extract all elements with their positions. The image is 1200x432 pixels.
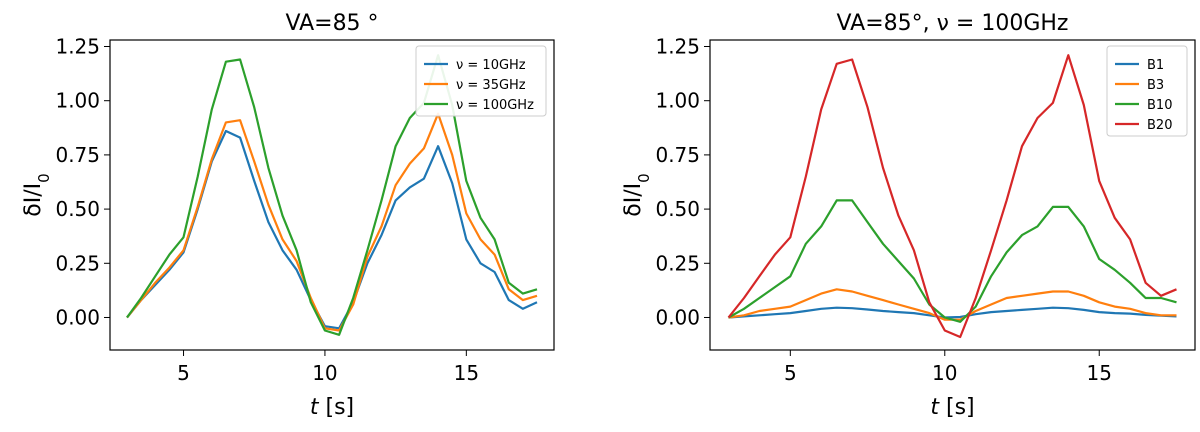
legend-box: [415, 45, 547, 117]
y-axis-label-subscript: 0: [35, 173, 53, 183]
y-tick-label: 0.50: [655, 197, 700, 221]
chart-title: VA=85°, ν = 100GHz: [837, 11, 1069, 36]
y-axis-label-main: δI/I: [21, 183, 46, 217]
x-tick-label: 15: [1087, 361, 1112, 385]
x-tick-label: 10: [312, 361, 337, 385]
legend-label: B20: [1147, 118, 1172, 133]
plot-frame: [109, 39, 555, 351]
legend-label: ν = 35GHz: [456, 78, 526, 93]
legend-label: B3: [1147, 78, 1164, 93]
y-axis-label: δI/I0: [21, 173, 53, 216]
y-tick-label: 1.00: [655, 89, 700, 113]
y-tick-label: 0.75: [55, 143, 100, 167]
legend: B1 B3 B10 B20: [1106, 45, 1188, 137]
y-tick-label: 0.00: [655, 305, 700, 329]
legend-label: ν = 10GHz: [456, 58, 526, 73]
y-axis-label-subscript: 0: [635, 173, 653, 183]
y-tick-label: 0.00: [55, 305, 100, 329]
y-tick-label: 1.25: [55, 35, 100, 59]
x-axis-label-var: t: [930, 395, 940, 420]
y-tick-label: 0.25: [655, 251, 700, 275]
x-axis-label-var: t: [310, 395, 320, 420]
legend-label: B10: [1147, 98, 1172, 113]
legend: ν = 10GHz ν = 35GHz ν = 100GHz: [415, 45, 547, 117]
legend-label: ν = 100GHz: [456, 98, 534, 113]
x-axis-label-unit: [s]: [939, 395, 975, 420]
y-tick-label: 0.25: [55, 251, 100, 275]
y-tick-label: 0.75: [655, 143, 700, 167]
right-panel: 0.00 0.25 0.50 0.75 1.00 1.25 5 10 15 VA=85°, ν =…: [621, 11, 1196, 420]
series-line-2: [728, 288, 1177, 321]
chart-title: VA=85 °: [285, 11, 378, 36]
series-line-3: [727, 199, 1177, 323]
x-axis-label: t [s]: [310, 395, 354, 420]
series-line-1: [728, 306, 1177, 319]
left-panel: 0.00 0.25 0.50 0.75 1.00 1.25 5 10 15 VA=85 ° t [s…: [21, 11, 555, 420]
y-axis-label-main: δI/I: [621, 183, 646, 217]
y-tick-label: 1.00: [55, 89, 100, 113]
x-tick-label: 5: [784, 361, 797, 385]
series-line-2: [126, 112, 538, 332]
y-axis-label: δI/I0: [621, 173, 653, 216]
x-tick-label: 15: [454, 361, 479, 385]
series-line-4: [727, 54, 1177, 339]
plot-frame: [709, 39, 1196, 351]
legend-label: B1: [1147, 58, 1164, 73]
series-line-3: [126, 54, 538, 336]
legend-box: [1106, 45, 1188, 137]
x-axis-label: t [s]: [930, 395, 974, 420]
y-tick-label: 1.25: [655, 35, 700, 59]
y-tick-label: 0.50: [55, 197, 100, 221]
x-tick-label: 5: [177, 361, 190, 385]
x-axis-label-unit: [s]: [319, 395, 355, 420]
x-tick-label: 10: [932, 361, 957, 385]
